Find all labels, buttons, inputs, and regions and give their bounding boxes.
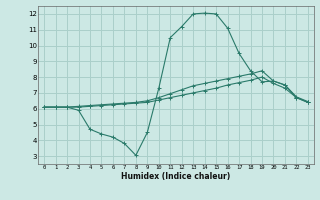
X-axis label: Humidex (Indice chaleur): Humidex (Indice chaleur) (121, 172, 231, 181)
